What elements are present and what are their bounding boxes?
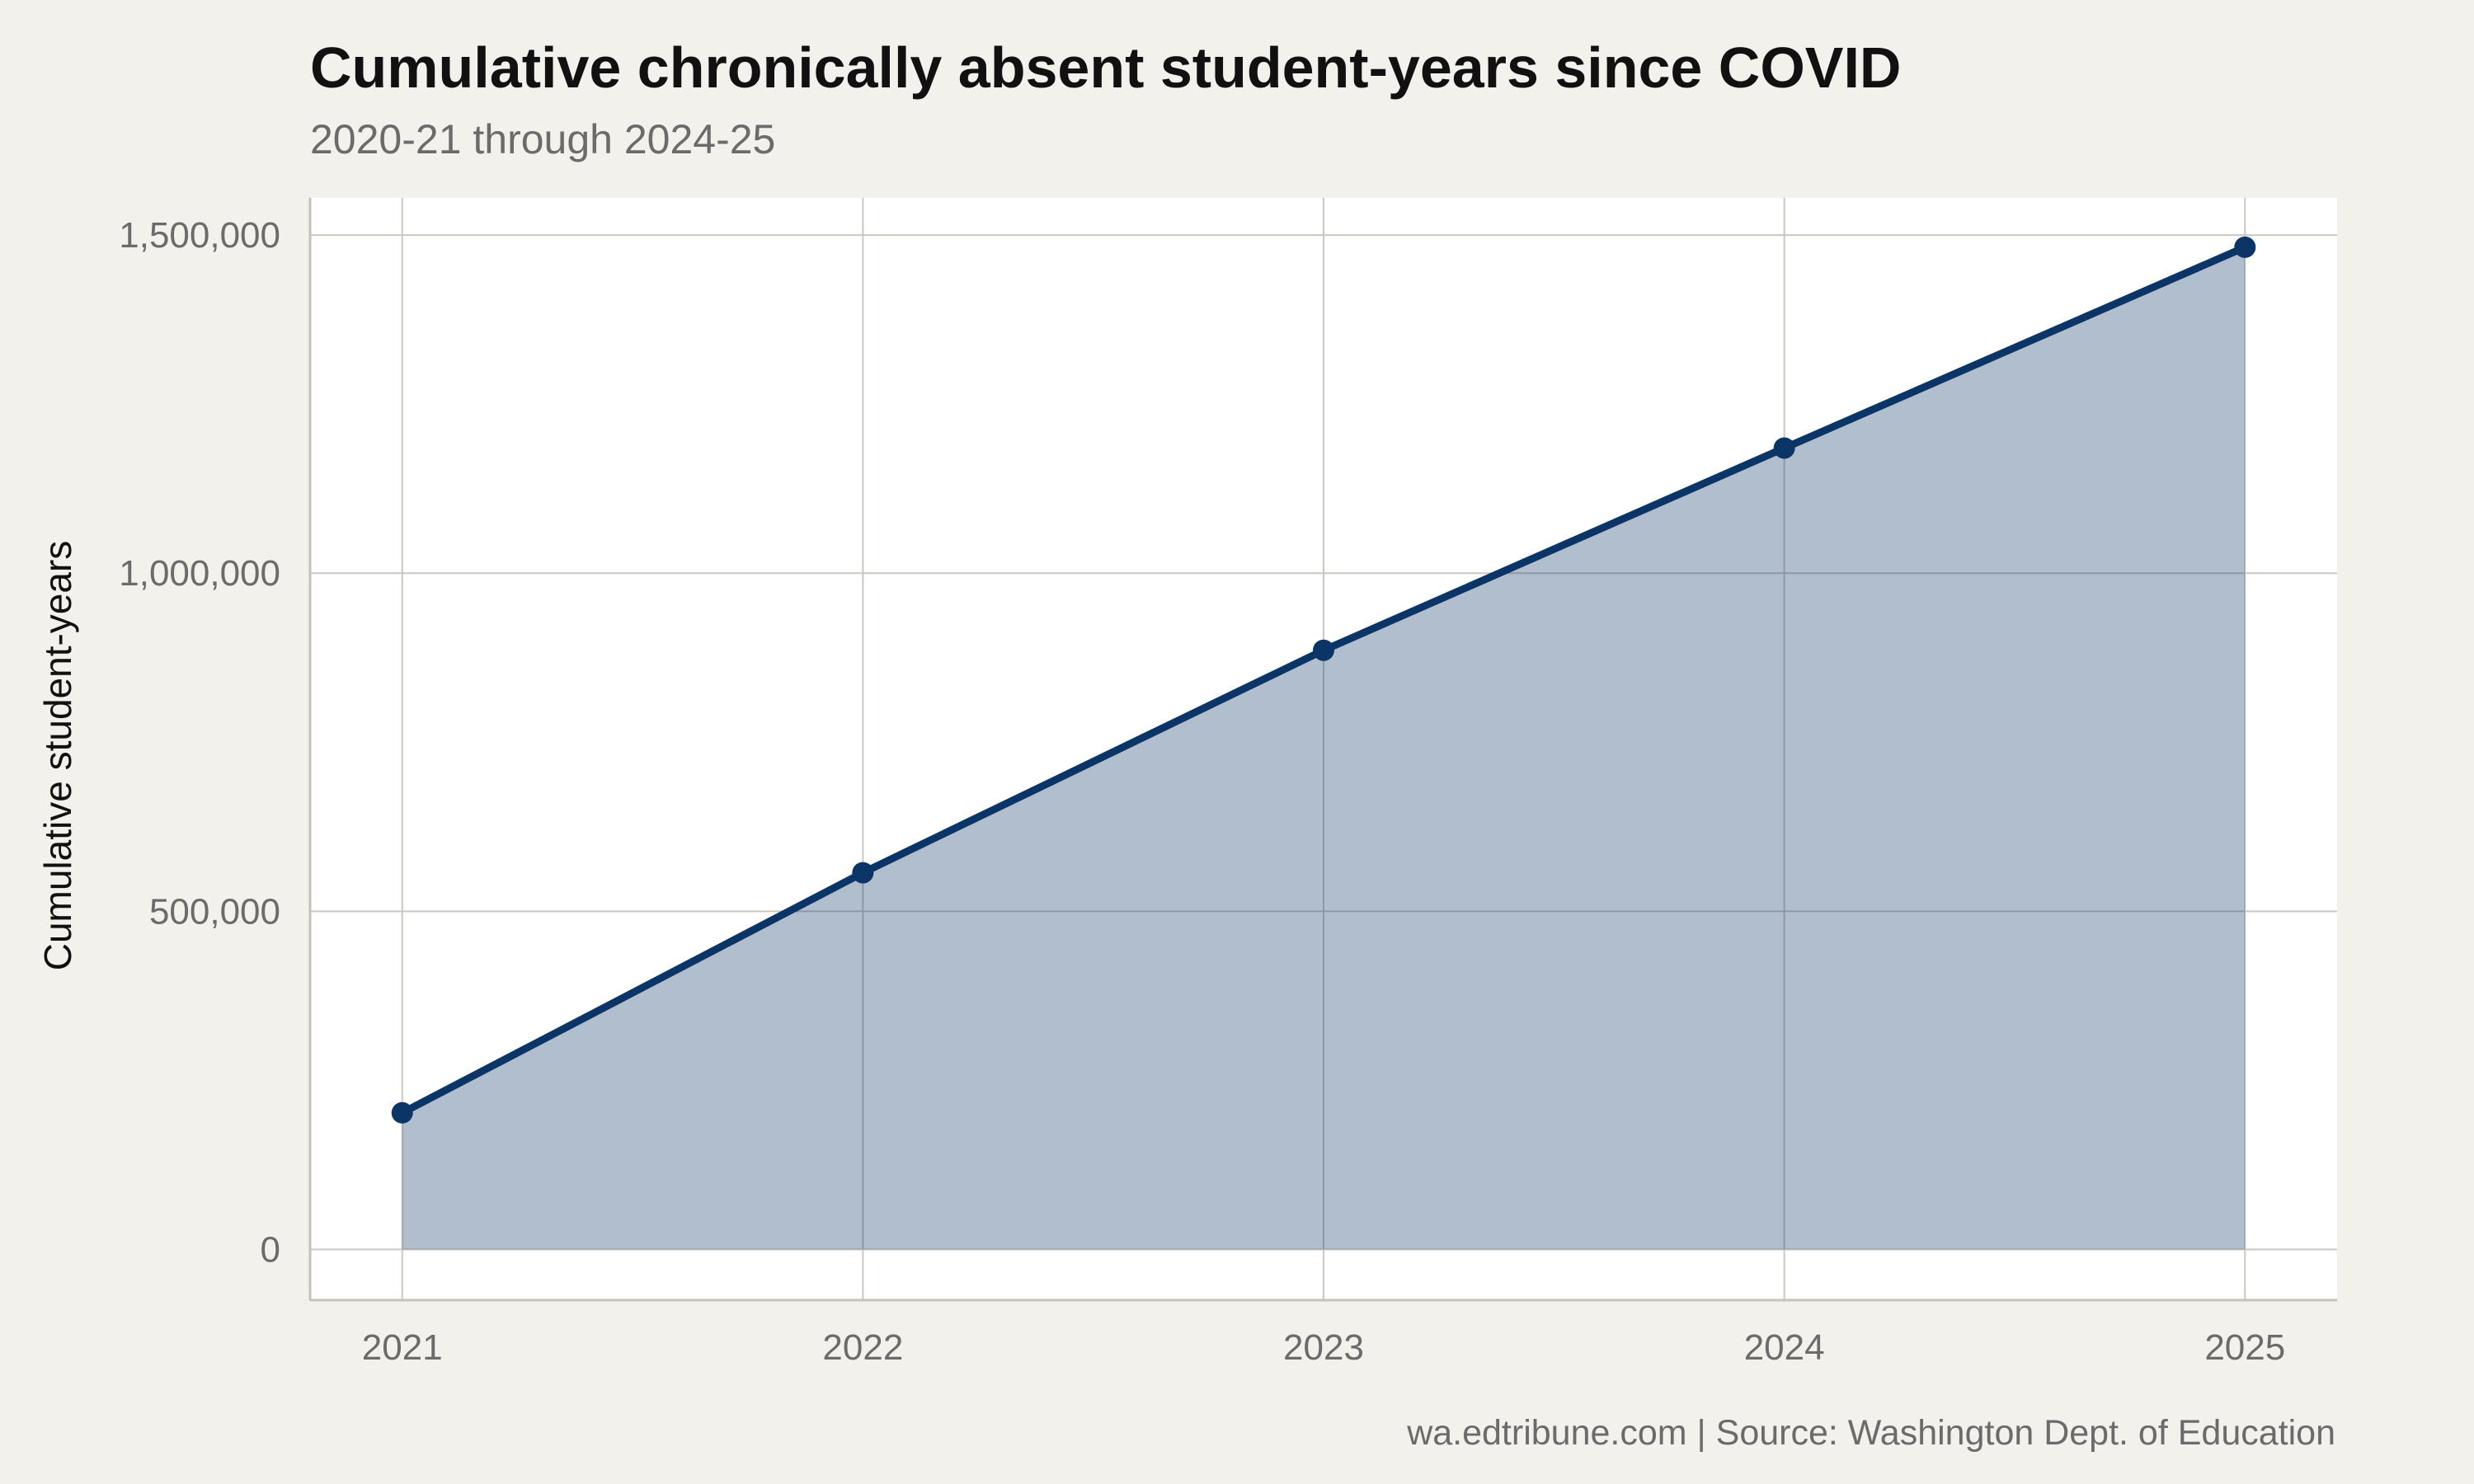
x-tick-label: 2021 [362, 1327, 443, 1368]
y-tick-label: 1,500,000 [119, 215, 280, 256]
chart-caption: wa.edtribune.com | Source: Washington De… [1407, 1413, 2335, 1453]
data-point [852, 862, 874, 884]
x-tick-label: 2023 [1283, 1327, 1364, 1368]
y-axis-title: Cumulative student-years [36, 541, 79, 971]
data-point [391, 1101, 413, 1124]
chart-subtitle: 2020-21 through 2024-25 [310, 116, 776, 162]
y-tick-label: 1,000,000 [119, 553, 280, 594]
chart-title: Cumulative chronically absent student-ye… [310, 35, 1902, 100]
x-tick-label: 2024 [1744, 1327, 1825, 1368]
data-point [2234, 236, 2256, 258]
y-tick-label: 0 [261, 1229, 280, 1270]
data-point [1313, 639, 1334, 661]
area-fill [402, 247, 2246, 1250]
y-tick-label: 500,000 [149, 891, 280, 932]
x-tick-label: 2025 [2204, 1327, 2285, 1368]
data-point [1773, 437, 1795, 459]
x-tick-label: 2022 [822, 1327, 903, 1368]
